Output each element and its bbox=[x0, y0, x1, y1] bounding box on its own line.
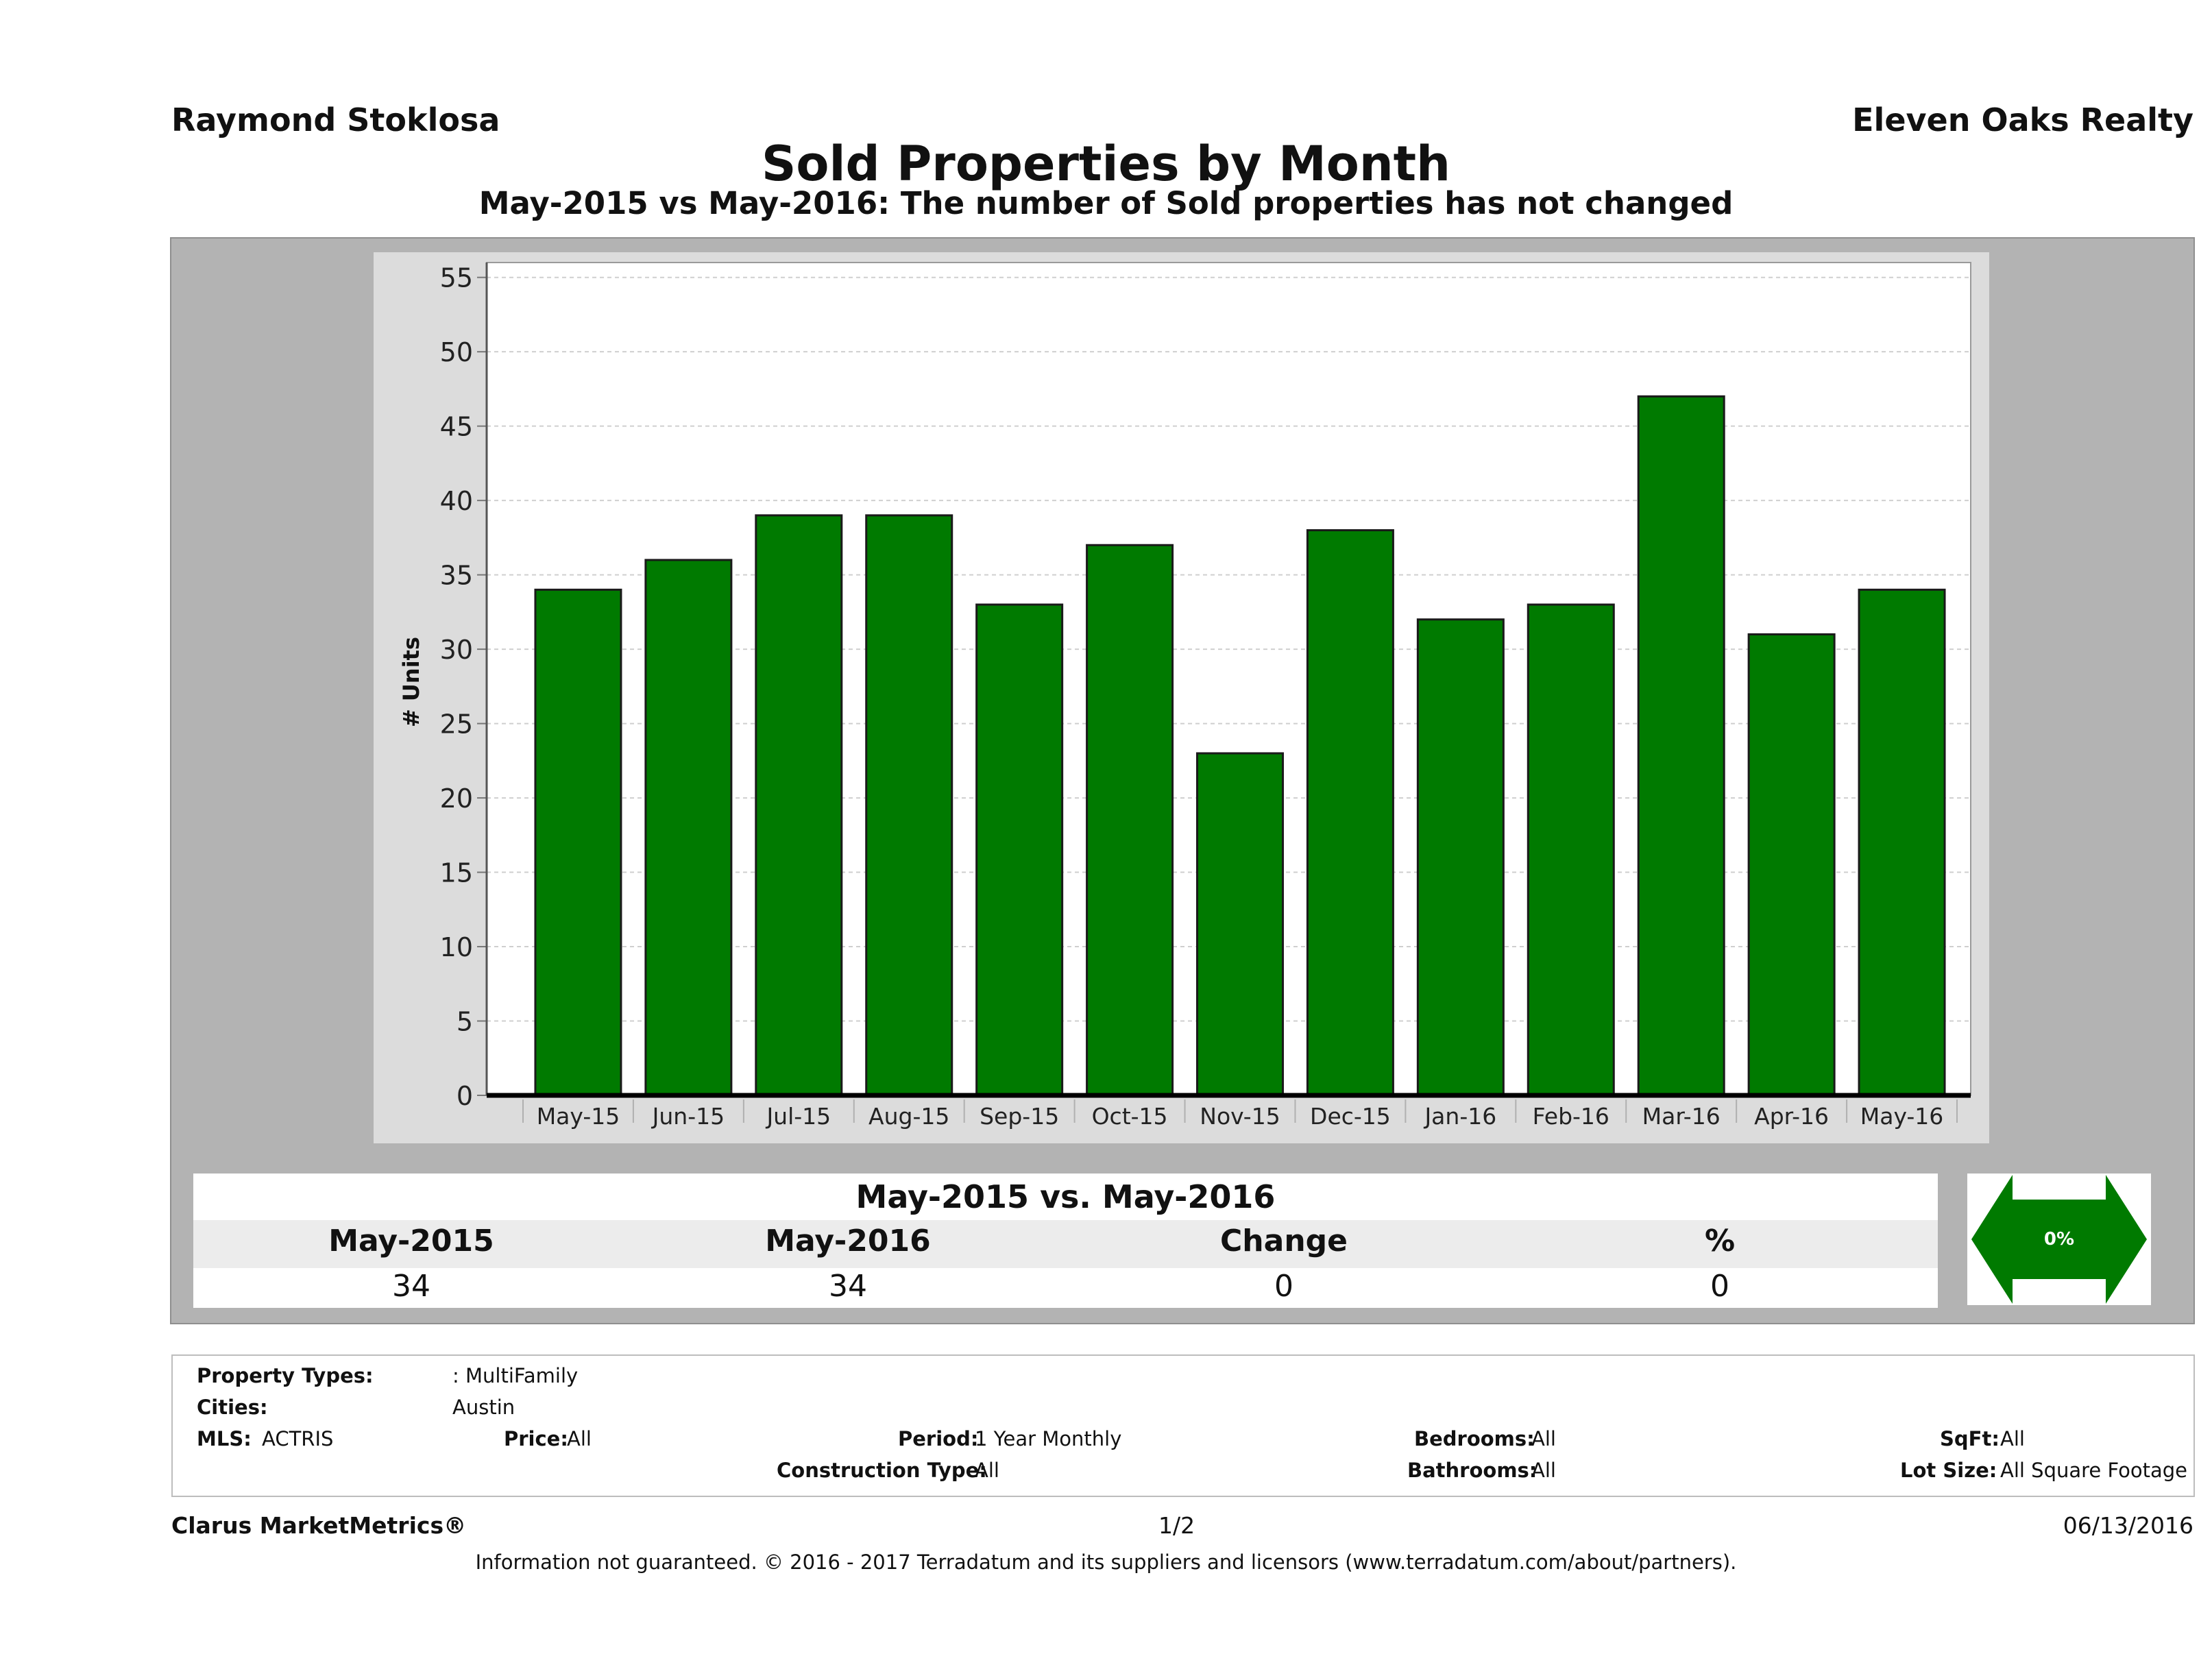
comparison-value-change: 0 bbox=[1274, 1269, 1293, 1304]
bar bbox=[1196, 752, 1284, 1097]
y-tick-label: 20 bbox=[440, 783, 473, 814]
cities-label: Cities: bbox=[197, 1396, 268, 1419]
property-types-value: : MultiFamily bbox=[452, 1364, 579, 1387]
bar bbox=[1416, 618, 1505, 1097]
comparison-header-change: Change bbox=[1220, 1224, 1348, 1258]
x-tick-label: Aug-15 bbox=[868, 1103, 949, 1130]
filter-criteria-box bbox=[171, 1354, 2195, 1497]
change-percent-label: 0% bbox=[2044, 1229, 2074, 1250]
bar bbox=[1306, 529, 1394, 1097]
comparison-header-percent: % bbox=[1704, 1224, 1736, 1258]
period-label: Period: bbox=[898, 1427, 979, 1450]
comparison-value-percent: 0 bbox=[1710, 1269, 1729, 1304]
cities-value: Austin bbox=[452, 1396, 515, 1419]
comparison-header-end: May-2016 bbox=[765, 1224, 931, 1258]
company-name: Eleven Oaks Realty bbox=[1852, 101, 2193, 138]
y-tick-label: 30 bbox=[440, 635, 473, 665]
mls-label: MLS: bbox=[197, 1427, 252, 1450]
y-tick-label: 15 bbox=[440, 858, 473, 888]
bedrooms-label: Bedrooms: bbox=[1414, 1427, 1535, 1450]
double-arrow-icon: 0% bbox=[1971, 1175, 2147, 1304]
y-tick-label: 55 bbox=[440, 263, 473, 293]
page-number: 1/2 bbox=[1158, 1512, 1195, 1539]
bar bbox=[975, 603, 1064, 1097]
bedrooms-value: All bbox=[1531, 1427, 1556, 1450]
comparison-value-start: 34 bbox=[392, 1269, 430, 1304]
bar bbox=[1858, 588, 1946, 1097]
bar bbox=[1086, 544, 1174, 1097]
price-value: All bbox=[567, 1427, 592, 1450]
comparison-value-row bbox=[193, 1268, 1938, 1308]
x-tick-label: May-15 bbox=[537, 1103, 620, 1130]
property-types-label: Property Types: bbox=[197, 1364, 374, 1387]
x-tick-label: Nov-15 bbox=[1200, 1103, 1280, 1130]
disclaimer: Information not guaranteed. © 2016 - 201… bbox=[475, 1551, 1737, 1574]
sqft-value: All bbox=[2000, 1427, 2025, 1450]
x-tick-label: Dec-15 bbox=[1310, 1103, 1391, 1130]
change-indicator: 0% bbox=[1967, 1174, 2151, 1305]
x-tick-label: Jun-15 bbox=[651, 1103, 725, 1130]
y-tick-label: 10 bbox=[440, 932, 473, 962]
x-tick-label: Feb-16 bbox=[1533, 1103, 1609, 1130]
bar bbox=[865, 514, 953, 1097]
construction-type-value: All bbox=[975, 1459, 999, 1482]
x-tick-label: Jan-16 bbox=[1423, 1103, 1496, 1130]
y-tick-label: 50 bbox=[440, 337, 473, 367]
y-tick-label: 0 bbox=[457, 1081, 473, 1111]
bar bbox=[1637, 395, 1725, 1097]
bathrooms-label: Bathrooms: bbox=[1407, 1459, 1538, 1482]
bar bbox=[644, 559, 733, 1097]
report-date: 06/13/2016 bbox=[2063, 1512, 2193, 1539]
report-title: Sold Properties by Month bbox=[762, 136, 1450, 192]
mls-value: ACTRIS bbox=[262, 1427, 334, 1450]
bar bbox=[1527, 603, 1615, 1097]
sqft-label: SqFt: bbox=[1940, 1427, 2000, 1450]
comparison-value-end: 34 bbox=[829, 1269, 867, 1304]
x-tick-label: May-16 bbox=[1860, 1103, 1944, 1130]
construction-type-label: Construction Type: bbox=[777, 1459, 987, 1482]
lot-size-value: All Square Footage bbox=[2000, 1459, 2188, 1482]
y-tick-label: 40 bbox=[440, 486, 473, 516]
y-tick-label: 5 bbox=[457, 1007, 473, 1037]
x-tick-label: Mar-16 bbox=[1642, 1103, 1721, 1130]
lot-size-label: Lot Size: bbox=[1900, 1459, 1997, 1482]
x-tick-label: Jul-15 bbox=[765, 1103, 831, 1130]
period-value: 1 Year Monthly bbox=[975, 1427, 1122, 1450]
x-tick-label: Apr-16 bbox=[1754, 1103, 1829, 1130]
price-label: Price: bbox=[504, 1427, 568, 1450]
bathrooms-value: All bbox=[1531, 1459, 1556, 1482]
comparison-title: May-2015 vs. May-2016 bbox=[193, 1174, 1938, 1220]
bar bbox=[1747, 633, 1836, 1097]
x-tick-label: Sep-15 bbox=[980, 1103, 1059, 1130]
y-tick-label: 45 bbox=[440, 412, 473, 442]
agent-name: Raymond Stoklosa bbox=[171, 101, 500, 138]
y-tick-label: 35 bbox=[440, 561, 473, 591]
report-subtitle: May-2015 vs May-2016: The number of Sold… bbox=[478, 185, 1734, 221]
bar bbox=[755, 514, 843, 1097]
footer-brand: Clarus MarketMetrics® bbox=[171, 1512, 467, 1539]
y-tick-label: 25 bbox=[440, 709, 473, 740]
bar bbox=[534, 588, 622, 1097]
y-axis-label: # Units bbox=[398, 637, 424, 727]
x-tick-label: Oct-15 bbox=[1092, 1103, 1168, 1130]
comparison-header-start: May-2015 bbox=[328, 1224, 494, 1258]
